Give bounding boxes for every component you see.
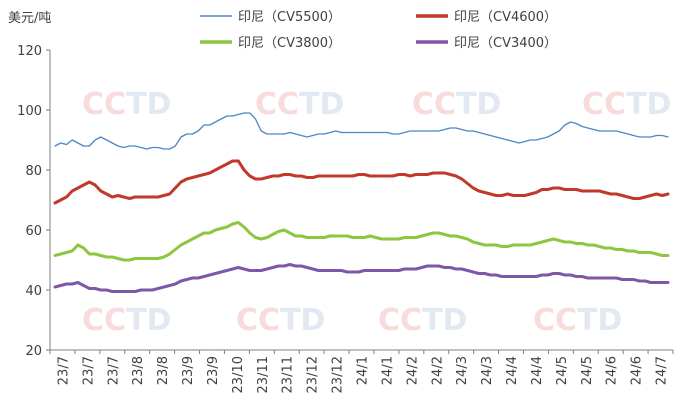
x-tick-label: 23/10 — [231, 356, 246, 393]
x-tick-label: 24/1 — [380, 356, 395, 385]
x-tick-label: 24/2 — [405, 356, 420, 385]
y-axis-unit-label: 美元/吨 — [8, 11, 51, 26]
y-tick-label: 100 — [17, 104, 42, 119]
x-tick-label: 24/1 — [356, 356, 371, 385]
legend-label: 印尼（CV5500） — [238, 10, 341, 25]
watermark-text: CCTD — [255, 87, 344, 122]
watermark-text: CCTD — [378, 303, 467, 338]
x-tick-label: 24/4 — [505, 356, 520, 385]
y-tick-label: 80 — [25, 164, 42, 179]
x-tick-label: 23/9 — [181, 356, 196, 385]
series-layer — [53, 112, 670, 293]
series-line-3 — [53, 263, 670, 293]
x-tick-label: 24/5 — [580, 356, 595, 385]
x-tick-label: 24/4 — [530, 356, 545, 385]
x-tick-label: 24/5 — [555, 356, 570, 385]
y-tick-label: 120 — [17, 44, 42, 59]
watermark-text: CCTD — [82, 87, 171, 122]
x-tick-label: 23/8 — [131, 356, 146, 385]
watermark-text: CCTD — [412, 87, 501, 122]
series-line-1 — [53, 159, 670, 205]
x-tick-label: 24/6 — [605, 356, 620, 385]
x-tick-label: 24/3 — [455, 356, 470, 385]
y-tick-label: 60 — [25, 224, 42, 239]
x-tick-label: 23/9 — [206, 356, 221, 385]
legend-label: 印尼（CV4600） — [454, 10, 557, 25]
x-tick-label: 24/7 — [655, 356, 670, 385]
x-tick-label: 24/6 — [630, 356, 645, 385]
x-tick-label: 24/2 — [430, 356, 445, 385]
series-line-2 — [53, 221, 670, 262]
legend-label: 印尼（CV3800） — [238, 36, 341, 51]
x-tick-label: 23/12 — [331, 356, 346, 393]
x-tick-label: 23/11 — [256, 356, 271, 393]
watermark-text: CCTD — [82, 303, 171, 338]
x-tick-label: 23/12 — [306, 356, 321, 393]
watermark-text: CCTD — [582, 87, 671, 122]
watermark-text: CCTD — [236, 303, 325, 338]
x-tick-label: 23/8 — [156, 356, 171, 385]
watermark-text: CCTD — [533, 303, 622, 338]
legend-label: 印尼（CV3400） — [454, 36, 557, 51]
x-tick-label: 23/7 — [106, 356, 121, 385]
y-tick-label: 20 — [25, 344, 42, 359]
watermark-layer: CCTD CCTD CCTD CCTD CCTD CCTD CCTD CCTD — [82, 87, 671, 338]
series-line-0 — [54, 112, 669, 150]
x-tick-label: 23/7 — [81, 356, 96, 385]
x-tick-label: 24/3 — [480, 356, 495, 385]
legend: 印尼（CV5500） 印尼（CV4600） 印尼（CV3800） 印尼（CV3400） — [200, 10, 557, 51]
y-tick-label: 40 — [25, 284, 42, 299]
x-tick-label: 23/7 — [56, 356, 71, 385]
axes: 20 40 60 80 100 120 23/7 23/7 23/7 23/8 23/8 23/9 23… — [17, 44, 674, 393]
x-tick-label: 23/11 — [281, 356, 296, 393]
